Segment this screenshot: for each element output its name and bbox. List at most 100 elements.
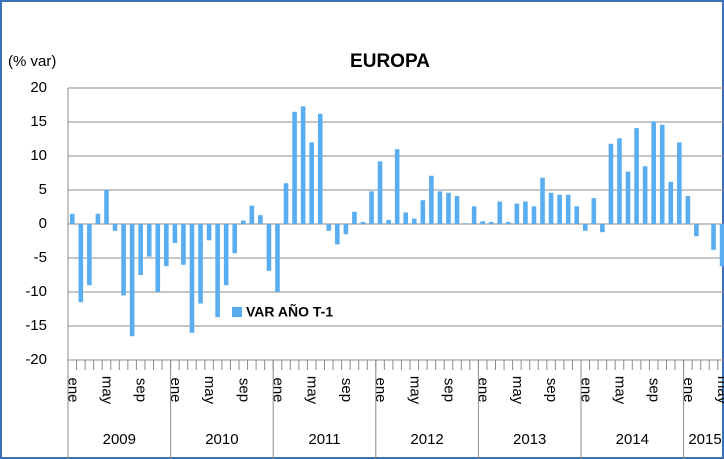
- bar: [420, 200, 426, 224]
- x-tick-label: ene: [167, 377, 184, 402]
- bar: [78, 224, 84, 303]
- legend-swatch: [232, 307, 242, 317]
- bar: [275, 224, 280, 292]
- bar: [335, 224, 340, 245]
- bar: [352, 211, 357, 224]
- bar: [454, 196, 460, 224]
- bar: [471, 206, 477, 224]
- x-tick-label: sep: [441, 378, 458, 402]
- bar: [326, 224, 332, 231]
- bar: [394, 149, 400, 224]
- y-tick-label: 15: [30, 113, 47, 130]
- bar: [300, 106, 306, 224]
- bar: [206, 224, 212, 241]
- bar: [446, 192, 451, 224]
- bar: [625, 171, 631, 224]
- bar: [429, 175, 434, 224]
- bar: [617, 138, 622, 224]
- bar: [694, 224, 699, 237]
- bar: [506, 221, 511, 224]
- year-label: 2011: [308, 431, 340, 448]
- x-tick-label: may: [99, 376, 116, 405]
- chart-title: EUROPA: [350, 51, 430, 72]
- bar: [463, 223, 468, 224]
- x-tick-label: ene: [372, 377, 389, 402]
- bar: [215, 224, 220, 318]
- year-label: 2010: [205, 431, 238, 448]
- bar: [223, 224, 229, 286]
- bar: [189, 224, 195, 333]
- bar: [668, 181, 674, 224]
- y-tick-label: 10: [30, 147, 47, 164]
- bar: [719, 224, 724, 267]
- bar: [634, 128, 639, 224]
- bar: [104, 190, 109, 224]
- bar: [249, 205, 255, 224]
- x-tick-label: sep: [543, 378, 560, 402]
- y-tick-label: -20: [25, 351, 47, 368]
- bar: [600, 224, 605, 233]
- bar: [403, 212, 409, 224]
- bar: [411, 218, 417, 224]
- x-tick-label: ene: [577, 377, 594, 402]
- legend-label: VAR AÑO T-1: [246, 303, 333, 320]
- bar: [232, 224, 238, 254]
- bar: [480, 221, 485, 224]
- bar: [514, 203, 520, 224]
- bar: [651, 121, 656, 224]
- x-tick-label: may: [509, 376, 526, 405]
- year-label: 2012: [410, 431, 443, 448]
- bar: [582, 224, 588, 231]
- bar: [565, 194, 571, 224]
- x-tick-label: ene: [64, 377, 81, 402]
- x-tick-label: may: [612, 376, 629, 405]
- bar: [283, 183, 289, 224]
- bar: [95, 213, 101, 224]
- year-label: 2013: [513, 431, 546, 448]
- bar: [591, 198, 597, 224]
- x-tick-label: sep: [133, 378, 150, 402]
- bar: [317, 113, 323, 224]
- year-label: 2009: [103, 431, 136, 448]
- bar: [164, 224, 169, 267]
- bar: [87, 224, 92, 286]
- bar: [659, 124, 665, 224]
- bar: [540, 177, 545, 224]
- bar: [292, 111, 297, 224]
- bar: [309, 142, 314, 224]
- bar: [531, 206, 537, 224]
- x-tick-label: may: [406, 376, 423, 405]
- bar: [360, 221, 366, 224]
- bar: [181, 224, 186, 265]
- x-tick-label: may: [201, 376, 218, 405]
- bar: [574, 206, 580, 224]
- bar: [523, 201, 528, 224]
- bar: [386, 219, 391, 224]
- x-tick-label: sep: [235, 378, 252, 402]
- bar: [685, 196, 691, 224]
- bar: [138, 224, 143, 275]
- bar: [343, 224, 349, 235]
- x-tick-label: ene: [270, 377, 287, 402]
- bar: [198, 224, 203, 304]
- y-axis-label: (% var): [8, 53, 56, 70]
- bar: [69, 213, 75, 224]
- y-tick-label: -10: [25, 283, 47, 300]
- bar: [548, 192, 554, 224]
- bar: [642, 166, 648, 224]
- bar: [497, 201, 503, 224]
- bar: [369, 191, 374, 224]
- y-tick-label: -15: [25, 317, 47, 334]
- x-tick-label: ene: [475, 377, 492, 402]
- bar: [488, 221, 494, 224]
- bar: [437, 191, 443, 224]
- bar: [121, 224, 126, 296]
- bar: [112, 224, 118, 231]
- x-tick-label: ene: [680, 377, 697, 402]
- x-tick-label: sep: [646, 378, 663, 402]
- bar: [677, 142, 682, 224]
- bar: [711, 224, 716, 250]
- x-tick-label: may: [714, 376, 724, 405]
- y-tick-label: 5: [39, 181, 47, 198]
